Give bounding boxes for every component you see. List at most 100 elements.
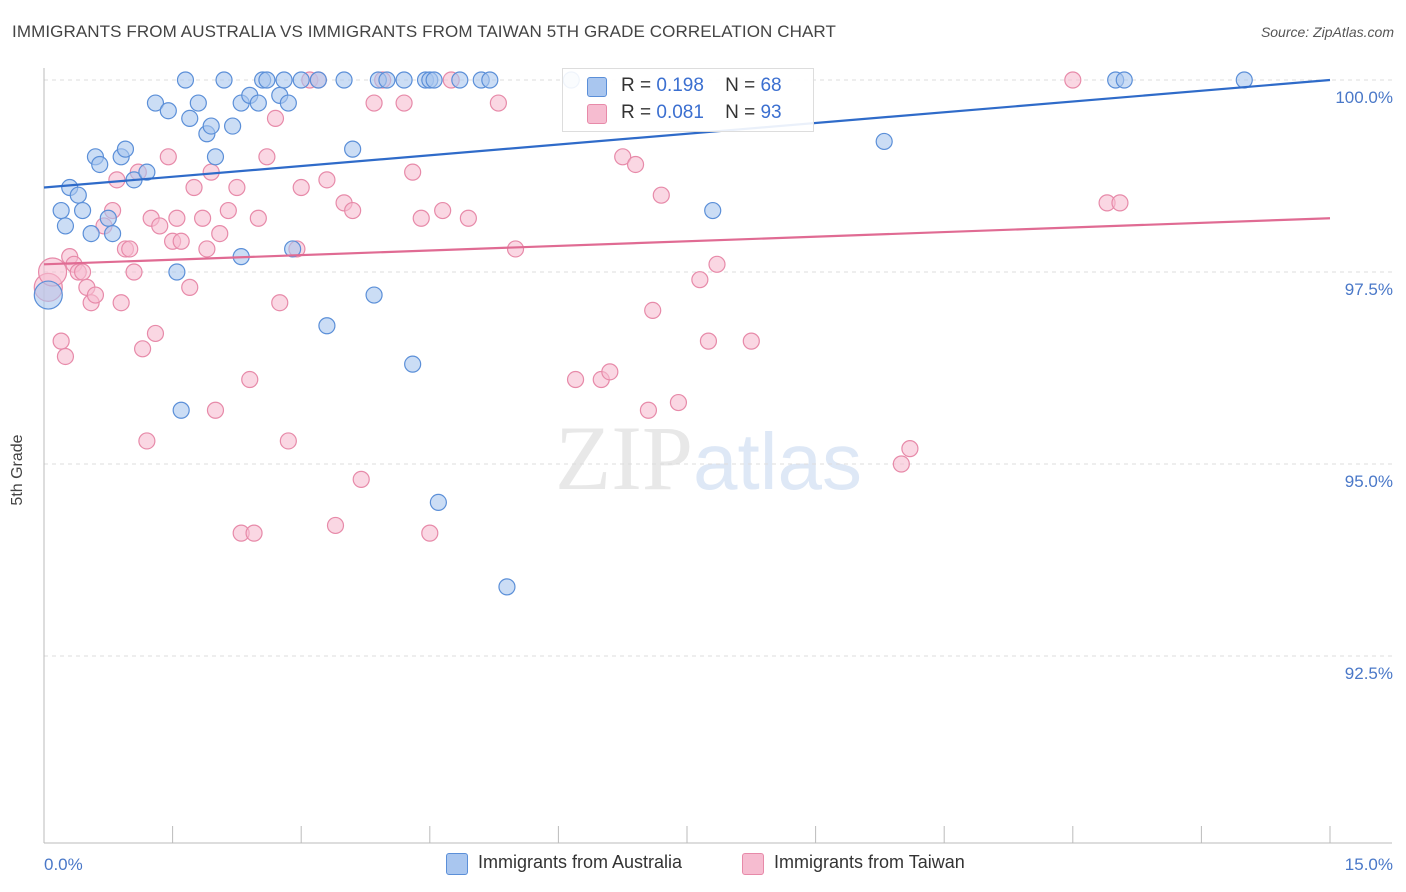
taiwan-point (52, 332, 70, 350)
australia-point (215, 71, 233, 89)
taiwan-point (365, 94, 383, 112)
taiwan-point (245, 524, 263, 542)
taiwan-point (194, 209, 212, 227)
australia-point (99, 209, 117, 227)
taiwan-point (241, 370, 259, 389)
taiwan-point (601, 363, 619, 381)
taiwan-point (121, 240, 139, 258)
taiwan-point (566, 370, 585, 389)
australia-point (1115, 71, 1133, 89)
taiwan-point (168, 209, 186, 227)
australia-point (404, 355, 422, 373)
taiwan-point (151, 217, 169, 235)
australia-point (335, 71, 353, 89)
taiwan-point (434, 201, 452, 220)
watermark-atlas: atlas (693, 417, 862, 506)
taiwan-point (344, 201, 362, 220)
taiwan-point (1111, 194, 1129, 212)
bottom-legend-swatch-pink (742, 853, 764, 875)
taiwan-point (326, 516, 345, 535)
australia-point (206, 148, 225, 166)
taiwan-point (901, 440, 919, 458)
y-tick-label: 92.5% (1345, 664, 1393, 683)
taiwan-point (138, 432, 156, 450)
legend-n-label: N = (725, 102, 756, 123)
y-tick-label: 97.5% (1345, 280, 1393, 299)
taiwan-point (1064, 71, 1082, 89)
trend-lines (43, 78, 1331, 266)
australia-point (318, 317, 336, 335)
australia-trend-line (43, 78, 1331, 189)
watermark-zip: ZIP (555, 407, 693, 509)
series-taiwan-points (33, 71, 1129, 542)
x-tick-label: 15.0% (1345, 855, 1393, 874)
australia-point (172, 401, 190, 419)
australia-point (344, 140, 362, 158)
australia-point (181, 109, 199, 128)
taiwan-point (249, 209, 267, 227)
taiwan-point (198, 240, 216, 258)
australia-point (309, 71, 327, 89)
legend-swatch-blue (587, 77, 607, 97)
australia-point (33, 280, 63, 310)
australia-point (284, 240, 302, 258)
legend-n-value: 68 (760, 75, 782, 96)
australia-point (52, 201, 70, 220)
australia-point (395, 71, 413, 89)
legend-r-value: 0.198 (656, 75, 704, 96)
australia-point (275, 71, 293, 89)
taiwan-point (395, 94, 413, 112)
legend-n-label: N = (725, 75, 756, 96)
australia-point (279, 94, 297, 112)
taiwan-point (219, 201, 237, 220)
taiwan-point (412, 209, 430, 227)
taiwan-point (211, 225, 229, 243)
gridlines (44, 79, 1392, 657)
legend-r-label: R = (621, 102, 652, 123)
australia-point (91, 155, 109, 174)
y-tick-label: 100.0% (1335, 88, 1393, 107)
australia-point (73, 201, 92, 220)
taiwan-point (459, 209, 477, 227)
australia-point (202, 117, 220, 135)
australia-point (429, 493, 447, 511)
taiwan-point (271, 294, 289, 312)
taiwan-point (228, 178, 246, 197)
taiwan-point (206, 401, 225, 419)
taiwan-point (708, 255, 726, 273)
y-tick-label: 95.0% (1345, 472, 1393, 491)
australia-point (56, 217, 75, 235)
taiwan-point (669, 393, 688, 412)
australia-point (69, 186, 87, 204)
australia-point (378, 71, 396, 89)
taiwan-point (614, 148, 632, 166)
legend-n-value: 93 (760, 102, 782, 123)
axes (43, 68, 1392, 844)
australia-point (159, 102, 177, 120)
taiwan-point (699, 332, 718, 350)
taiwan-point (185, 178, 203, 197)
legend-r-label: R = (621, 75, 652, 96)
taiwan-point (112, 294, 130, 312)
taiwan-point (892, 455, 910, 473)
australia-point (875, 132, 893, 151)
taiwan-point (56, 347, 75, 366)
taiwan-point (318, 171, 336, 189)
bottom-legend-swatch-blue (446, 853, 468, 875)
australia-point (258, 71, 276, 89)
taiwan-point (108, 171, 126, 189)
legend-r-value: 0.081 (656, 102, 704, 123)
australia-point (168, 263, 186, 281)
australia-point (138, 163, 156, 181)
taiwan-point (652, 186, 670, 204)
taiwan-trend-line (43, 217, 1331, 266)
bottom-legend-label: Immigrants from Taiwan (774, 852, 965, 872)
taiwan-point (266, 109, 285, 128)
chart-title: IMMIGRANTS FROM AUSTRALIA VS IMMIGRANTS … (12, 22, 836, 41)
australia-point (292, 71, 310, 89)
taiwan-point (742, 332, 760, 350)
bottom-legend-label: Immigrants from Australia (478, 852, 683, 872)
taiwan-point (125, 263, 143, 281)
taiwan-point (404, 163, 422, 181)
x-tick-label: 0.0% (44, 855, 83, 874)
